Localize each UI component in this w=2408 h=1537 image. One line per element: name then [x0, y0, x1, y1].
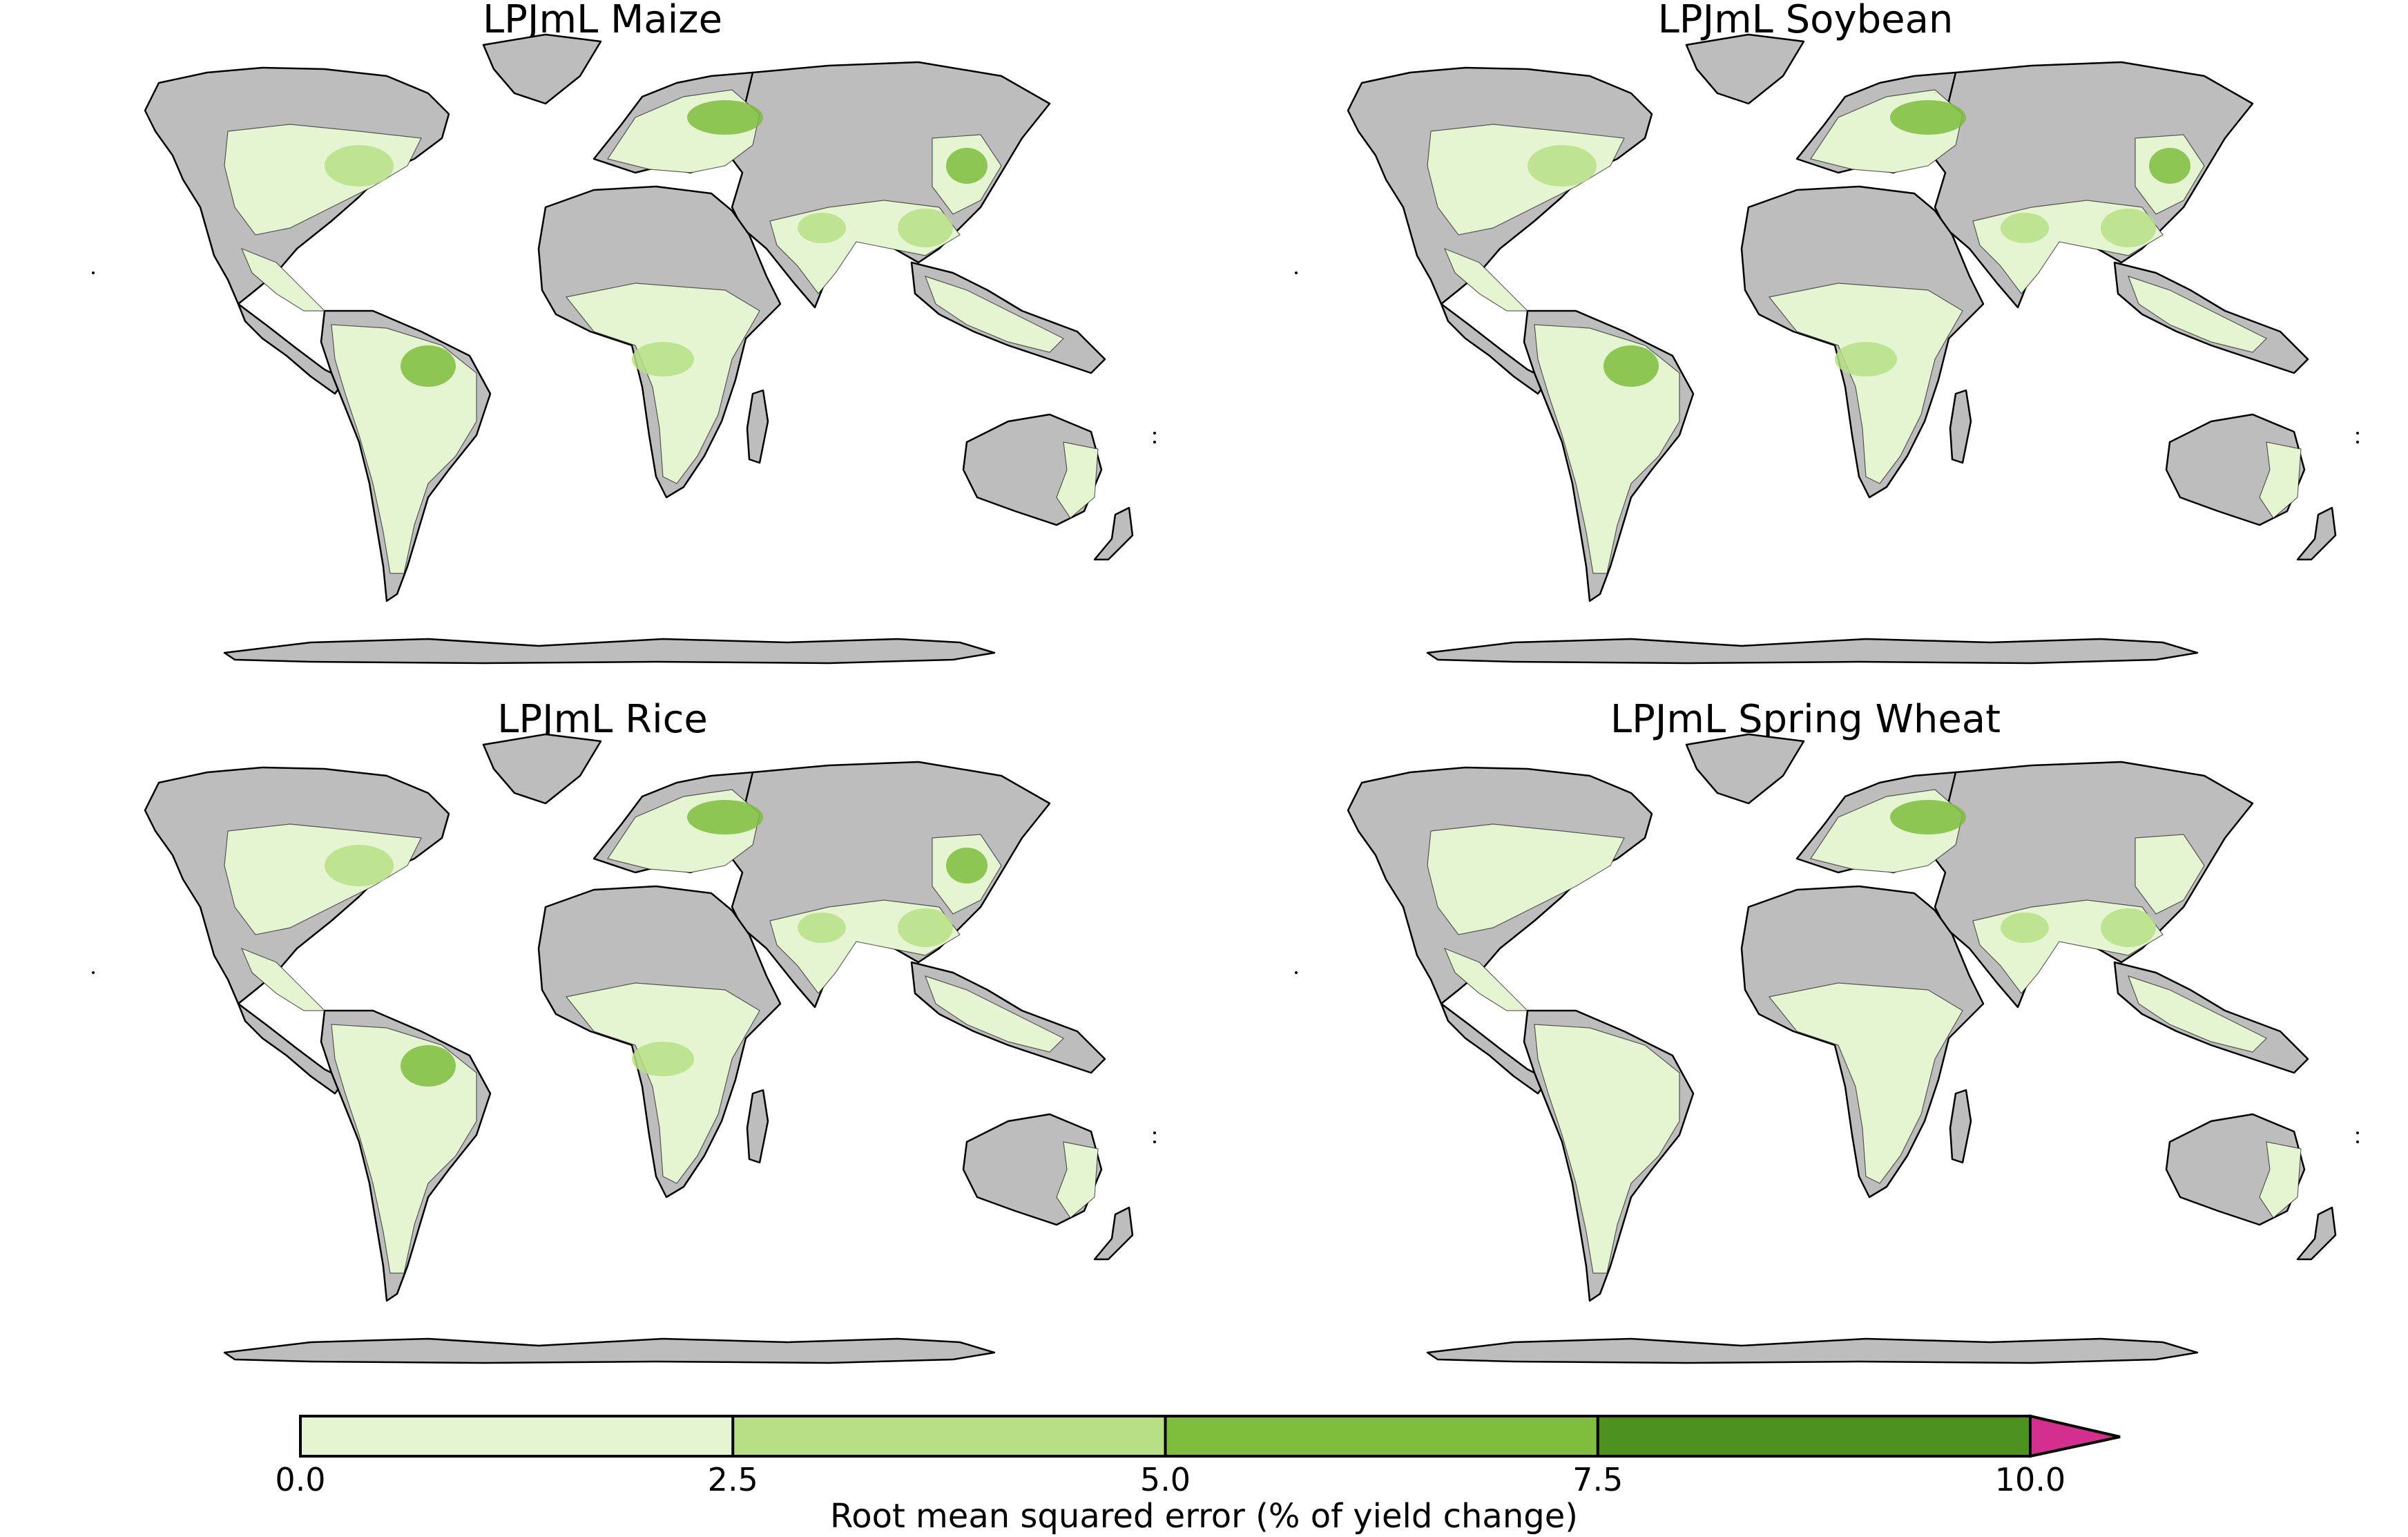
rmse-hotspot — [898, 209, 953, 247]
new-zealand — [2296, 1206, 2337, 1261]
antarctica — [223, 1337, 996, 1364]
colorbar-segment — [1597, 1416, 2031, 1456]
rmse-hotspot — [1528, 145, 1597, 187]
colorbar-label: Root mean squared error (% of yield chan… — [830, 1497, 1578, 1536]
crop-region-australia-east — [2259, 1141, 2302, 1219]
crop-region-mexico — [1443, 947, 1529, 1011]
rmse-hotspot — [1890, 100, 1966, 135]
rmse-hotspot — [946, 148, 988, 184]
rmse-hotspot — [946, 848, 988, 884]
crop-region-africa — [1768, 982, 1963, 1184]
island-marker — [2356, 432, 2359, 435]
crop-region-australia-east — [1056, 441, 1099, 519]
crop-region-australia-east — [2259, 441, 2302, 519]
island-marker — [92, 271, 95, 274]
crop-region-southeast-asia — [924, 276, 1065, 353]
crop-region-south-america — [1534, 324, 1680, 574]
crop-region-mexico — [240, 247, 326, 312]
colorbar-tick-label: 7.5 — [1572, 1461, 1623, 1498]
island-marker — [2356, 1140, 2359, 1143]
world-map — [92, 733, 1156, 1364]
antarctica — [223, 638, 996, 665]
central-america — [1440, 303, 1550, 395]
island-marker — [1295, 971, 1298, 974]
panel-title: LPJmL Rice — [497, 697, 708, 742]
madagascar — [746, 389, 769, 464]
island-marker — [1153, 1140, 1156, 1143]
colorbar-tick-label: 2.5 — [708, 1461, 758, 1498]
panel-title: LPJmL Soybean — [1657, 0, 1954, 42]
panel-maize: LPJmL Maize — [0, 0, 1205, 691]
rmse-hotspot — [401, 1045, 456, 1087]
madagascar — [1949, 389, 1972, 464]
rmse-hotspot — [1603, 345, 1659, 387]
colorbar-tick-label: 10.0 — [1995, 1461, 2065, 1498]
rmse-hotspot — [325, 145, 394, 187]
island-marker — [2356, 1132, 2359, 1134]
colorbar-tick-label: 5.0 — [1140, 1461, 1191, 1498]
crop-region-southeast-asia — [924, 975, 1065, 1053]
central-america — [1440, 1002, 1550, 1095]
rmse-hotspot — [632, 1042, 694, 1076]
world-map — [1295, 33, 2359, 665]
antarctica — [1426, 1337, 2199, 1364]
island-marker — [92, 971, 95, 974]
rmse-hotspot — [798, 913, 846, 943]
crop-region-us — [1427, 823, 1625, 935]
rmse-hotspot — [898, 908, 953, 947]
rmse-hotspot — [2149, 148, 2190, 184]
panel-title: LPJmL Spring Wheat — [1610, 697, 2001, 742]
rmse-hotspot — [1835, 342, 1897, 376]
rmse-hotspot — [2001, 913, 2049, 943]
rmse-hotspot — [2101, 209, 2156, 247]
rmse-hotspot — [325, 845, 394, 886]
greenland — [482, 33, 602, 105]
rmse-hotspot — [401, 345, 456, 387]
madagascar — [1949, 1089, 1972, 1164]
greenland — [1685, 733, 1805, 805]
colorbar-tick-label: 0.0 — [275, 1461, 325, 1498]
rmse-hotspot — [687, 800, 763, 834]
colorbar-segment — [1165, 1416, 1599, 1456]
crop-region-south-america — [1534, 1024, 1680, 1274]
rmse-hotspot — [687, 100, 763, 135]
new-zealand — [2296, 506, 2337, 561]
colorbar-segment — [733, 1416, 1166, 1456]
rmse-hotspot — [2001, 213, 2049, 243]
colorbar-overflow-arrow — [2029, 1414, 2121, 1458]
crop-region-southeast-asia — [2127, 276, 2268, 353]
island-marker — [1153, 441, 1156, 443]
rmse-hotspot — [2101, 908, 2156, 947]
greenland — [1685, 33, 1805, 105]
colorbar-segment — [300, 1416, 733, 1456]
rmse-hotspot — [798, 213, 846, 243]
crop-region-southeast-asia — [2127, 975, 2268, 1053]
crop-region-mexico — [1443, 247, 1529, 312]
new-zealand — [1093, 506, 1134, 561]
world-map — [92, 33, 1156, 665]
panel-soybean: LPJmL Soybean — [1203, 0, 2408, 691]
crop-region-south-america — [331, 324, 477, 574]
crop-region-mexico — [240, 947, 326, 1011]
island-marker — [1153, 432, 1156, 435]
panel-spring-wheat: LPJmL Spring Wheat — [1203, 697, 2408, 1391]
crop-region-east-asia — [2135, 834, 2205, 915]
central-america — [237, 1002, 347, 1095]
island-marker — [1153, 1132, 1156, 1134]
rmse-hotspot — [1890, 800, 1966, 834]
island-marker — [1295, 271, 1298, 274]
antarctica — [1426, 638, 2199, 665]
greenland — [482, 733, 602, 805]
crop-region-south-america — [331, 1024, 477, 1274]
new-zealand — [1093, 1206, 1134, 1261]
madagascar — [746, 1089, 769, 1164]
rmse-hotspot — [632, 342, 694, 376]
central-america — [237, 303, 347, 395]
crop-region-australia-east — [1056, 1141, 1099, 1219]
island-marker — [2356, 441, 2359, 443]
panel-title: LPJmL Maize — [482, 0, 723, 42]
panel-rice: LPJmL Rice — [0, 697, 1205, 1391]
world-map — [1295, 733, 2359, 1364]
